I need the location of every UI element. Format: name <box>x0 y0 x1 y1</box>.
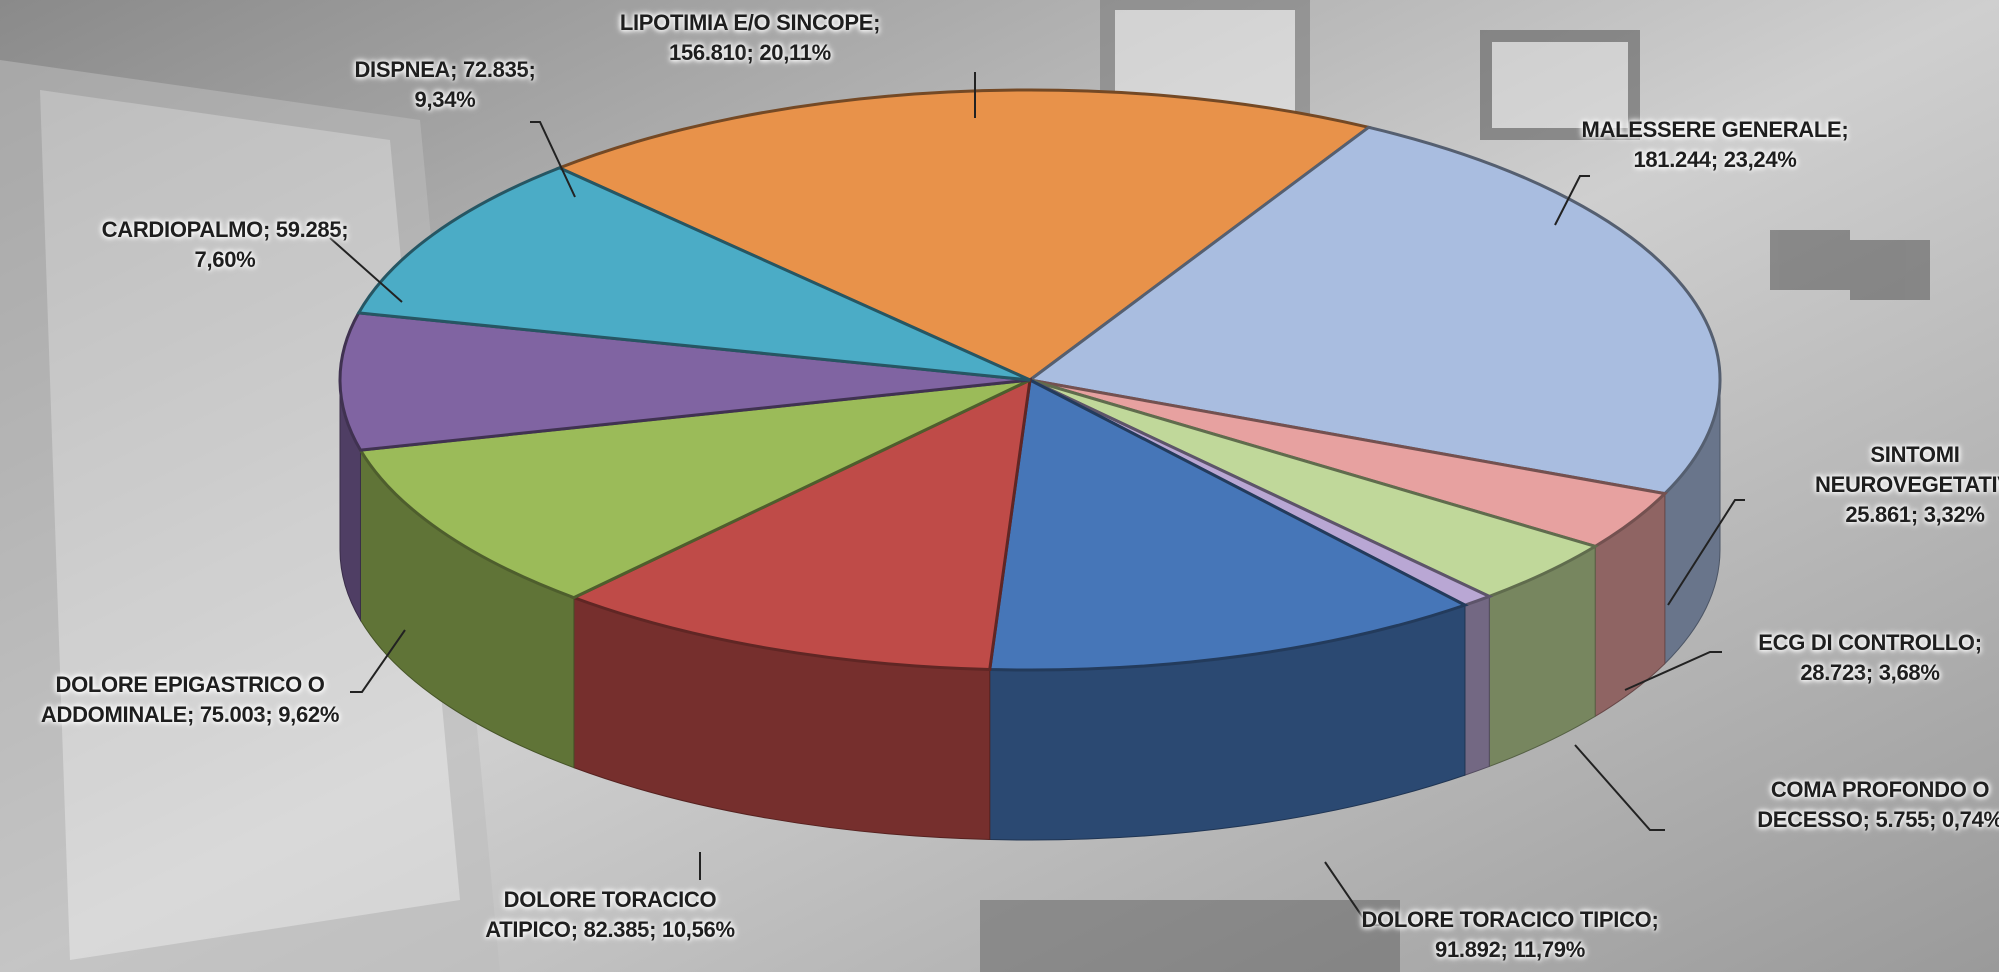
data-label: CARDIOPALMO; 59.285; 7,60% <box>100 215 350 275</box>
value-label: 28.723 <box>1800 660 1866 685</box>
percent-label: 23,24% <box>1723 147 1797 172</box>
leader-line <box>1574 744 1665 831</box>
slice <box>570 377 1032 672</box>
separator: ; <box>1910 502 1918 527</box>
data-label: ECG DI CONTROLLO; 28.723; 3,68% <box>1720 628 1999 688</box>
category-name: DOLORE TORACICO TIPICO <box>1361 907 1652 932</box>
separator: ; <box>1865 660 1873 685</box>
leader-line <box>1667 499 1745 606</box>
category-name: DOLORE TORACICO ATIPICO <box>485 887 717 942</box>
category-name: SINTOMI NEUROVEGETATIVI <box>1815 442 1999 497</box>
separator: ; <box>570 917 578 942</box>
separator: ; <box>1841 117 1849 142</box>
slice <box>338 311 1031 452</box>
data-label: DISPNEA; 72.835; 9,34% <box>345 55 545 115</box>
value-label: 72.835 <box>463 57 529 82</box>
separator: ; <box>1651 907 1659 932</box>
percent-label: 0,74% <box>1941 807 1999 832</box>
separator: ; <box>1974 630 1982 655</box>
data-label: LIPOTIMIA E/O SINCOPE; 156.810; 20,11% <box>590 8 910 68</box>
percent-label: 11,79% <box>1513 937 1585 962</box>
slice <box>555 88 1373 382</box>
category-name: LIPOTIMIA E/O SINCOPE <box>619 10 874 35</box>
leader-line <box>1324 861 1380 926</box>
slice <box>988 377 1469 672</box>
data-label: DOLORE TORACICO ATIPICO; 82.385; 10,56% <box>460 885 760 945</box>
separator: ; <box>1929 807 1937 832</box>
separator: ; <box>649 917 657 942</box>
leader-line <box>1554 175 1590 226</box>
percent-label: 7,60% <box>194 247 256 272</box>
value-label: 181.244 <box>1633 147 1711 172</box>
percent-label: 9,34% <box>414 87 476 112</box>
value-label: 156.810 <box>669 40 747 65</box>
separator: ; <box>873 10 881 35</box>
leader-line <box>530 121 576 198</box>
data-label: MALESSERE GENERALE; 181.244; 23,24% <box>1555 115 1875 175</box>
leader-line <box>1624 651 1722 691</box>
separator: ; <box>450 57 458 82</box>
separator: ; <box>341 217 349 242</box>
slice <box>357 378 1031 600</box>
slice <box>1026 125 1722 496</box>
pie <box>338 88 1722 841</box>
background-photo <box>0 0 1930 972</box>
value-label: 59.285 <box>275 217 342 242</box>
data-label: COMA PROFONDO O DECESSO; 5.755; 0,74% <box>1730 775 1999 835</box>
separator: ; <box>265 702 273 727</box>
category-name: COMA PROFONDO O DECESSO <box>1757 777 1990 832</box>
value-label: 25.861 <box>1845 502 1911 527</box>
data-label: SINTOMI NEUROVEGETATIVI; 25.861; 3,32% <box>1815 440 1999 530</box>
data-label: DOLORE TORACICO TIPICO; 91.892; 11,79% <box>1360 905 1660 965</box>
leader-lines <box>329 72 1745 926</box>
percent-label: 3,68% <box>1878 660 1940 685</box>
value-label: 75.003 <box>199 702 266 727</box>
percent-label: 3,32% <box>1923 502 1985 527</box>
category-name: ECG DI CONTROLLO <box>1758 630 1975 655</box>
category-name: MALESSERE GENERALE <box>1581 117 1842 142</box>
leader-line <box>329 237 403 303</box>
data-label: DOLORE EPIGASTRICO O ADDOMINALE; 75.003;… <box>5 670 375 730</box>
value-label: 5.755 <box>1875 807 1930 832</box>
separator: ; <box>1500 937 1508 962</box>
separator: ; <box>1862 807 1870 832</box>
percent-label: 9,62% <box>278 702 340 727</box>
percent-label: 10,56% <box>661 917 735 942</box>
category-name: DOLORE EPIGASTRICO O ADDOMINALE <box>40 672 325 727</box>
value-label: 82.385 <box>583 917 650 942</box>
separator: ; <box>528 57 536 82</box>
value-label: 91.892 <box>1435 937 1501 962</box>
category-name: CARDIOPALMO <box>101 217 264 242</box>
separator: ; <box>262 217 270 242</box>
separator: ; <box>746 40 754 65</box>
percent-label: 20,11% <box>759 40 831 65</box>
separator: ; <box>1710 147 1718 172</box>
category-name: DISPNEA <box>354 57 451 82</box>
leader-line <box>350 629 406 693</box>
separator: ; <box>187 702 195 727</box>
slice <box>356 166 1031 382</box>
slice-side <box>1464 595 1490 776</box>
